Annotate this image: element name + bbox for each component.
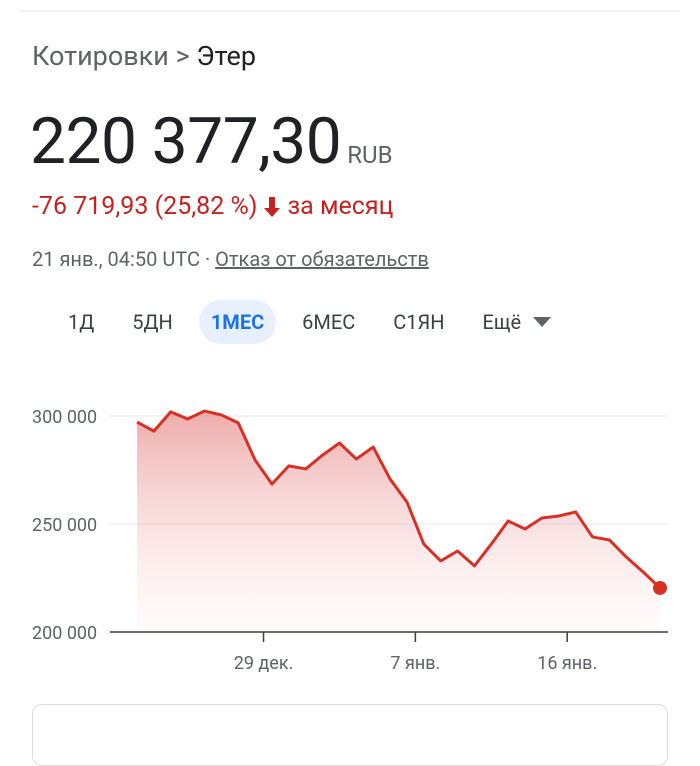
y-tick-label: 300 000 [32, 407, 97, 428]
range-label: 5ДН [132, 310, 173, 334]
x-tick-label: 16 янв. [537, 653, 597, 674]
area [137, 411, 660, 632]
separator: · [204, 247, 211, 271]
timestamp: 21 янв., 04:50 UTC [32, 247, 200, 271]
price: 220 377,30 RUB [30, 104, 393, 179]
range-label: 6МЕС [302, 310, 356, 334]
line [136, 409, 662, 590]
range-label: 1Д [68, 310, 95, 334]
change-period: за месяц [287, 192, 394, 221]
range-label: 1МЕС [210, 310, 265, 334]
range-label: С1ЯН [393, 310, 445, 334]
breadcrumb-current: Этер [196, 40, 257, 72]
price-value: 220 377,30 [30, 104, 342, 179]
dropdown-icon [533, 317, 552, 327]
currency: RUB [347, 141, 393, 169]
change-value: -76 719,93 (25,82 %) [32, 192, 258, 221]
range-tab[interactable]: 1Д [56, 300, 106, 344]
last-point [653, 580, 667, 595]
range-tab[interactable]: 1МЕС [198, 300, 277, 344]
change: -76 719,93 (25,82 %) за месяц [32, 192, 393, 221]
x-tick-label: 29 дек. [234, 653, 294, 674]
range-tab[interactable]: 6МЕС [290, 300, 367, 344]
y-tick-label: 250 000 [32, 515, 97, 536]
y-tick-label: 200 000 [32, 623, 97, 644]
page: Котировки > Этер 220 377,30 RUB -76 719,9… [20, 10, 680, 766]
divider [20, 10, 680, 12]
breadcrumb-parent[interactable]: Котировки [32, 40, 169, 72]
range-tabs: 1Д 5ДН 1МЕС 6МЕС С1ЯН Ещё [56, 300, 577, 344]
range-tab[interactable]: 5ДН [120, 300, 185, 344]
range-tab[interactable]: Ещё [471, 300, 564, 344]
disclaimer-link[interactable]: Отказ от обязательств [215, 247, 429, 271]
range-label: Ещё [482, 310, 522, 334]
timestamp-line: 21 янв., 04:50 UTC · Отказ от обязательс… [32, 247, 429, 271]
range-tab[interactable]: С1ЯН [381, 300, 456, 344]
info-card [32, 704, 668, 766]
breadcrumb-separator: > [175, 40, 190, 72]
x-tick-label: 7 янв. [390, 653, 440, 674]
breadcrumb: Котировки > Этер [32, 40, 256, 72]
down-arrow [264, 196, 281, 217]
chart: 200 000 250 000 300 000 29 дек. 7 янв. 16 янв… [32, 407, 668, 674]
